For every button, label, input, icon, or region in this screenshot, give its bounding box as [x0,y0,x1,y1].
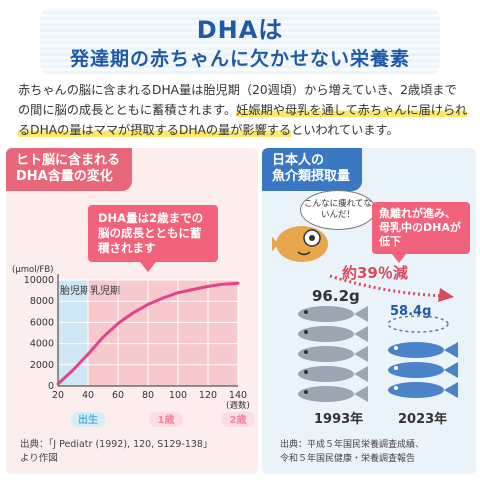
x-tick-label: 80 [142,390,154,401]
y-tick-label: 10000 [24,275,54,286]
x-tick-label: 20 [52,390,64,401]
right-panel-tab: 日本人の 魚介類摂取量 [262,148,363,191]
year-label-2023: 2023年 [398,412,448,427]
dha-accumulation-callout: DHA量は2歳までの脳の成長とともに蓄積されます [88,205,218,272]
dha-chart: 胎児期 乳児期 0 2000 4000 6000 8000 10000 20 40 60 80 100 1… [12,265,255,427]
fish-value-2023: 58.4g [390,304,432,319]
milestone-label: 出生 [78,413,98,426]
fish-stack-1993 [298,306,368,402]
y-tick-label: 4000 [30,339,54,350]
left-source: 出典：「J Pediatr (1992), 120, S129-138」 より作… [20,438,212,466]
milestone-pill [149,412,183,427]
right-source: 出典：平成５年国民栄養調査成績、 令和５年国民健康・栄養調査報告 [280,438,424,466]
dha-curve [56,281,240,386]
page-title: DHAは [196,16,284,44]
right-tab-line1: 日本人の [272,153,325,168]
x-tick-label: 140 [229,390,247,401]
speech-bubble: こんなに痩れてないんだ！ [300,190,376,230]
right-tab-line2: 魚介類摂取量 [272,169,351,184]
fish-character-icon [272,226,328,262]
x-tick-label: 40 [82,390,94,401]
decrease-label: 約39％減 [342,264,408,282]
x-tick-label: 60 [112,390,124,401]
milestone-pill [71,412,105,427]
milestone-label: 1歳 [158,413,175,426]
left-source-line2: より作図 [20,453,58,464]
x-axis-label: (週数) [226,400,250,411]
title-banner: DHAは 発達期の赤ちゃんに欠かせない栄養素 [40,8,440,74]
milestone-pill [221,412,255,427]
right-source-line1: 出典：平成５年国民栄養調査成績、 [280,440,425,450]
left-panel-tab: ヒト脳に含まれる DHA含量の変化 [6,148,133,191]
year-label-1993: 1993年 [314,412,364,427]
right-source-line2: 令和５年国民健康・栄養調査報告 [280,454,416,464]
milestone-label: 2歳 [230,413,247,426]
left-source-line1: 出典：「J Pediatr (1992), 120, S129-138」 [20,439,213,450]
y-tick-label: 6000 [30,317,54,328]
left-tab-line1: ヒト脳に含まれる [16,153,121,168]
intro-text-1: 赤ちゃんの脳に含まれるDHA量は胎児期（20週頃）から増えていき、2歳頃までの間… [18,83,457,117]
fish-value-1993: 96.2g [312,287,360,305]
intro-text-2: といわれています。 [291,123,399,137]
y-tick-label: 2000 [30,360,54,371]
y-tick-label: 8000 [30,296,54,307]
page-subtitle: 発達期の赤ちゃんに欠かせない栄養素 [69,48,410,70]
fish-stack-illustration [298,306,458,402]
x-tick-label: 100 [169,390,187,401]
fish-stack-2023 [387,315,458,398]
y-tick-label: 0 [48,381,54,392]
intro-paragraph: 赤ちゃんの脳に含まれるDHA量は胎児期（20週頃）から増えていき、2歳頃までの間… [18,80,468,140]
x-tick-label: 120 [199,390,217,401]
region-label: 胎児期 [60,284,90,297]
region-label: 乳児期 [90,284,120,297]
left-tab-line2: DHA含量の変化 [16,169,113,184]
y-axis-label: (μmol/FB) [12,265,53,275]
fish-decline-callout: 魚離れが進み、母乳中のDHAが低下 [372,202,470,263]
decrease-arrow-icon [329,274,454,302]
